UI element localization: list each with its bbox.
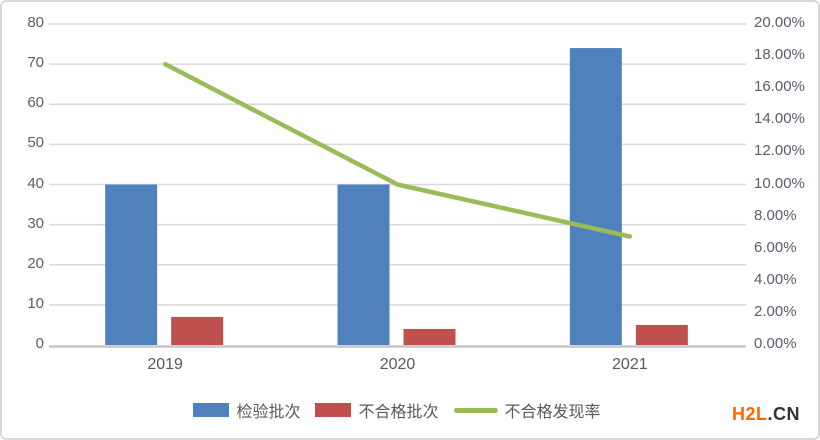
bar-series0-2021 — [569, 48, 622, 345]
rate-line — [162, 61, 633, 239]
y-axis-left-tick: 40 — [27, 174, 44, 192]
brand-watermark-suffix: .CN — [767, 404, 800, 424]
x-category-label: 2019 — [147, 356, 183, 373]
y-axis-right-tick: 12.00% — [754, 142, 805, 160]
y-axis-right-tick: 6.00% — [754, 238, 797, 256]
y-axis-left-tick: 50 — [27, 134, 44, 152]
y-axis-right-tick: 2.00% — [754, 302, 797, 320]
y-axis-left-tick: 60 — [27, 94, 44, 112]
bar-series0-2019 — [105, 184, 158, 345]
x-category-label: 2021 — [612, 356, 648, 373]
legend-item-unqualified-batches: 不合格批次 — [315, 398, 439, 422]
y-axis-left-tick: 70 — [27, 54, 44, 72]
y-axis-left-tick: 80 — [27, 14, 44, 31]
legend-label-unqualified-batches: 不合格批次 — [358, 404, 439, 421]
bar-series0-2020 — [337, 184, 390, 345]
legend-label-inspection-batches: 检验批次 — [236, 404, 301, 421]
y-axis-right-tick: 14.00% — [754, 110, 805, 128]
y-axis-right-tick: 10.00% — [754, 174, 805, 192]
brand-watermark-name: H2L — [731, 404, 768, 424]
y-axis-right-tick: 8.00% — [754, 206, 797, 224]
chart-legend: 检验批次 不合格批次 不合格发现率 — [2, 398, 792, 422]
y-axis-right-tick: 20.00% — [754, 14, 805, 31]
y-axis-left-tick: 10 — [27, 294, 44, 312]
y-axis-right-tick: 0.00% — [754, 335, 797, 352]
legend-swatch-green-line — [453, 407, 498, 413]
legend-swatch-blue-bar — [193, 403, 230, 417]
bar-series1-2020 — [403, 328, 456, 345]
legend-item-unqualified-rate: 不合格发现率 — [453, 398, 601, 422]
bar-series1-2019 — [171, 316, 224, 345]
x-category-label: 2020 — [379, 356, 416, 373]
legend-swatch-red-bar — [315, 403, 352, 417]
y-axis-left-tick: 20 — [27, 254, 44, 272]
brand-watermark: H2L.CN — [732, 404, 800, 425]
legend-item-inspection-batches: 检验批次 — [193, 398, 300, 422]
y-axis-left-tick: 30 — [27, 214, 44, 232]
y-axis-right-tick: 18.00% — [754, 46, 805, 64]
legend-label-unqualified-rate: 不合格发现率 — [504, 404, 601, 421]
y-axis-right-tick: 4.00% — [754, 270, 797, 288]
y-axis-left-tick: 0 — [35, 335, 44, 352]
y-axis-right-tick: 16.00% — [754, 78, 805, 96]
bar-series1-2021 — [635, 324, 688, 345]
